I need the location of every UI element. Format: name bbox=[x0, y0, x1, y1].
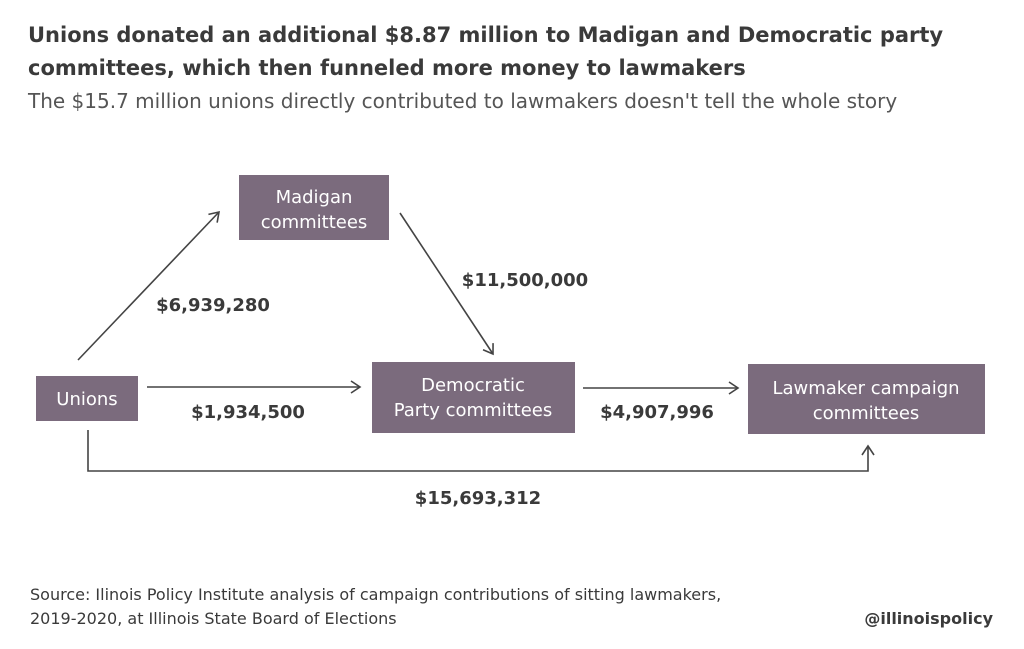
arrow bbox=[77, 210, 220, 361]
subtitle: The $15.7 million unions directly contri… bbox=[27, 89, 897, 113]
node-box bbox=[372, 362, 575, 433]
arrow bbox=[87, 430, 875, 472]
edge-label: $1,934,500 bbox=[191, 402, 305, 423]
title-line: committees, which then funneled more mon… bbox=[28, 56, 746, 80]
node-label: Unions bbox=[56, 389, 117, 410]
arrow bbox=[399, 212, 494, 356]
node-label: Democratic Party committees bbox=[394, 375, 553, 421]
edge-label: $6,939,280 bbox=[156, 295, 270, 316]
handle: @illinoispolicy bbox=[864, 609, 993, 628]
node-label: Lawmaker campaign committees bbox=[772, 378, 959, 424]
node-box bbox=[239, 175, 389, 240]
edge-label: $11,500,000 bbox=[462, 270, 588, 291]
edge-label: $15,693,312 bbox=[415, 488, 541, 509]
node-box bbox=[748, 364, 985, 434]
node-box bbox=[36, 376, 138, 421]
node-label: Madigan committees bbox=[261, 187, 368, 233]
source: Source: Ilinois Policy Institute analysi… bbox=[30, 585, 721, 604]
source: 2019-2020, at Illinois State Board of El… bbox=[30, 609, 397, 628]
edge-label: $4,907,996 bbox=[600, 402, 714, 423]
title-line: Unions donated an additional $8.87 milli… bbox=[28, 23, 943, 47]
